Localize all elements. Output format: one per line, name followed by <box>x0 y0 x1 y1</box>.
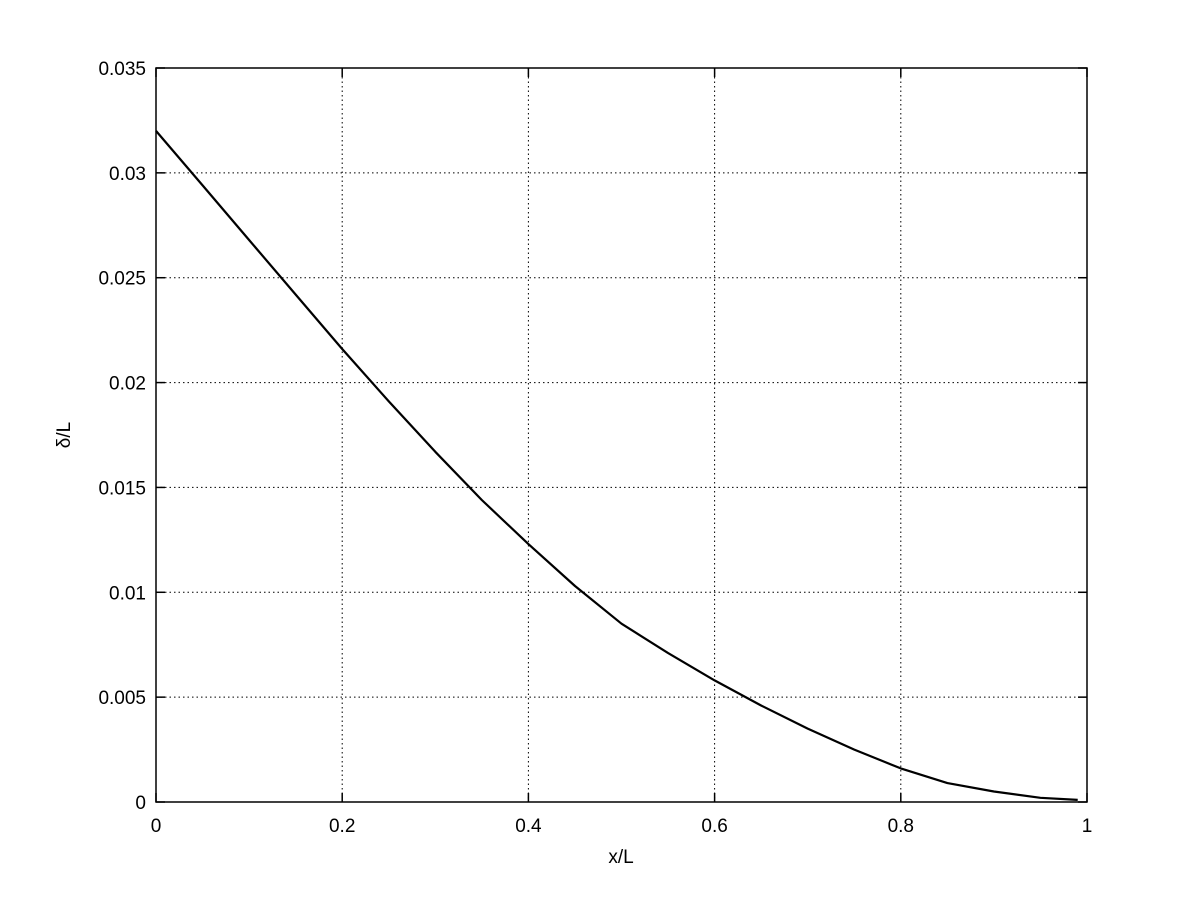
series-group <box>155 130 1078 801</box>
series-line <box>155 130 1078 801</box>
x-tick-labels: 0 0.2 0.4 0.6 0.8 1 <box>151 816 1093 837</box>
plot-area <box>156 68 1087 802</box>
y-tick-label: 0.015 <box>98 478 146 499</box>
y-tick-label: 0.025 <box>98 269 146 290</box>
y-tick-label: 0.03 <box>109 164 146 185</box>
x-tick-label: 0.4 <box>515 816 542 837</box>
x-tick-label: 1 <box>1082 816 1093 837</box>
y-tick-label: 0 <box>135 793 146 814</box>
grid-lines <box>156 68 1087 802</box>
plot-frame <box>155 67 1088 803</box>
y-tick-label: 0.035 <box>98 59 146 80</box>
x-tick-label: 0 <box>151 816 162 837</box>
y-tick-label: 0.005 <box>98 688 146 709</box>
x-tick-label: 0.8 <box>888 816 914 837</box>
x-axis-title: x/L <box>608 847 633 868</box>
x-tick-label: 0.2 <box>329 816 355 837</box>
x-tick-label: 0.6 <box>701 816 727 837</box>
y-tick-label: 0.02 <box>109 374 146 395</box>
y-tick-labels: 0 0.005 0.01 0.015 0.02 0.025 0.03 0.035 <box>98 59 146 814</box>
y-axis-title: δ/L <box>54 422 75 448</box>
y-tick-label: 0.01 <box>109 583 146 604</box>
